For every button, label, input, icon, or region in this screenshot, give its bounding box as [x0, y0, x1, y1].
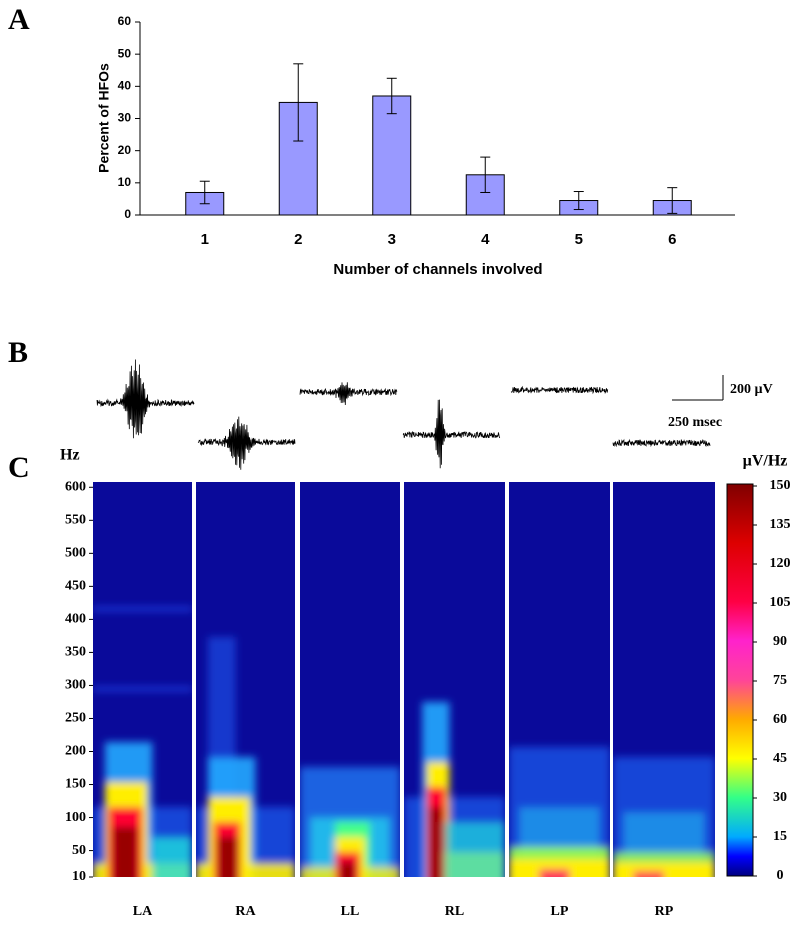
channel-label: LP — [551, 904, 569, 919]
spectrogram-texture — [404, 702, 505, 877]
scale-label: 250 msec — [668, 415, 722, 430]
panel-letter: A — [8, 3, 30, 36]
spectrogram — [509, 482, 610, 877]
blob — [444, 822, 505, 877]
blob — [633, 871, 664, 877]
eeg-trace — [96, 359, 195, 439]
spectrogram-texture — [93, 607, 192, 877]
spectrogram — [404, 482, 505, 877]
blob — [196, 863, 295, 877]
spectrogram — [93, 482, 192, 877]
colorbar-tick-label: 120 — [770, 556, 791, 571]
blob — [509, 859, 610, 877]
spectrogram — [613, 482, 715, 877]
y-tick-label: 350 — [65, 645, 86, 660]
scale-label: 200 µV — [730, 382, 773, 397]
error-bar — [199, 180, 210, 205]
colorbar-tick-label: 30 — [773, 790, 787, 805]
channel-label: LA — [133, 904, 153, 919]
channel-label: RA — [235, 904, 256, 919]
eeg-trace — [510, 385, 609, 395]
band — [93, 687, 192, 691]
eeg-trace — [402, 399, 501, 469]
y-tick-label: 40 — [118, 79, 132, 93]
y-tick-label: 500 — [65, 546, 86, 561]
y-tick-label: 200 — [65, 744, 86, 759]
y-tick-label: 100 — [65, 810, 86, 825]
x-tick-label: 5 — [575, 231, 583, 248]
blob — [429, 807, 443, 877]
y-tick-label: 0 — [124, 207, 131, 221]
colorbar-label: µV/Hz — [743, 453, 788, 470]
x-tick-label: 4 — [481, 231, 490, 248]
colorbar-tick-label: 0 — [777, 868, 784, 883]
colorbar-tick-label: 45 — [773, 751, 787, 766]
y-tick-label: 60 — [118, 14, 132, 28]
spectrogram-texture — [613, 757, 715, 877]
blob — [340, 862, 355, 877]
x-tick-label: 3 — [388, 231, 396, 248]
y-tick-label: 10 — [72, 869, 86, 884]
y-tick-label: 450 — [65, 579, 86, 594]
y-axis-label: Hz — [60, 447, 80, 464]
eeg-trace — [299, 382, 398, 406]
colorbar-tick-label: 105 — [770, 595, 791, 610]
channel-label: RL — [445, 904, 464, 919]
channel-label: LL — [341, 904, 360, 919]
error-bar — [480, 156, 491, 193]
y-tick-label: 20 — [118, 143, 132, 157]
spectrogram-texture — [196, 637, 295, 877]
spectrogram — [300, 482, 400, 877]
colorbar-tick-label: 135 — [770, 517, 791, 532]
x-tick-label: 2 — [294, 231, 302, 248]
colorbar-tick-label: 60 — [773, 712, 787, 727]
eeg-trace — [612, 438, 711, 448]
x-tick-label: 6 — [668, 231, 676, 248]
spectrogram-texture — [300, 767, 400, 877]
colorbar — [726, 483, 754, 877]
colorbar-tick-label: 75 — [773, 673, 787, 688]
spectrogram-texture — [509, 747, 610, 877]
error-bar — [386, 77, 397, 115]
bar — [372, 95, 412, 216]
y-tick-label: 150 — [65, 777, 86, 792]
x-axis-label: Number of channels involved — [333, 261, 542, 278]
channel-label: RP — [655, 904, 674, 919]
colorbar-tick-label: 150 — [770, 478, 791, 493]
spectrogram — [196, 482, 295, 877]
blob — [152, 837, 192, 877]
colorbar-tick-label: 15 — [773, 829, 787, 844]
blob — [539, 869, 570, 877]
y-tick-label: 300 — [65, 678, 86, 693]
y-tick-label: 400 — [65, 612, 86, 627]
y-tick-label: 30 — [118, 111, 132, 125]
y-axis-label: Percent of HFOs — [96, 63, 112, 173]
y-tick-label: 600 — [65, 480, 86, 495]
y-tick-label: 50 — [72, 843, 86, 858]
blob — [112, 827, 138, 877]
eeg-trace — [197, 416, 296, 470]
blob — [217, 837, 238, 877]
band — [93, 607, 192, 611]
panel-letter: C — [8, 451, 30, 484]
x-tick-label: 1 — [201, 231, 209, 248]
y-tick-label: 10 — [118, 175, 132, 189]
panel-letter: B — [8, 336, 28, 369]
error-bar — [293, 63, 304, 142]
y-tick-label: 50 — [118, 46, 132, 60]
y-tick-label: 250 — [65, 711, 86, 726]
colorbar-tick-label: 90 — [773, 634, 787, 649]
error-bar — [573, 191, 584, 211]
error-bar — [667, 187, 678, 214]
y-tick-label: 550 — [65, 513, 86, 528]
